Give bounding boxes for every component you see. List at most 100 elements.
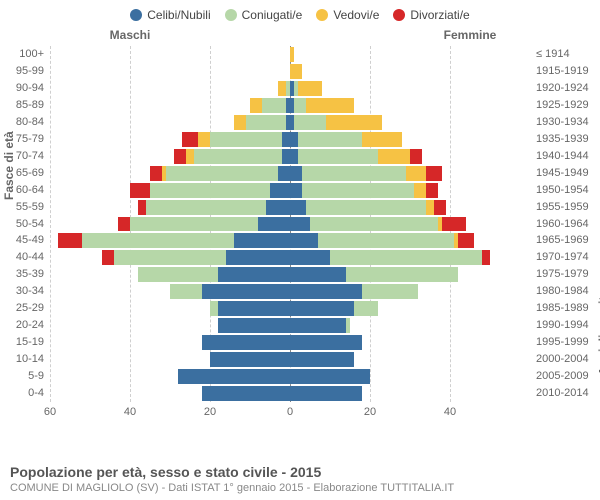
age-label: 45-49 <box>0 232 50 249</box>
bar-segment <box>198 132 210 147</box>
age-row: 15-191995-1999 <box>50 334 530 351</box>
bar-female <box>290 166 442 181</box>
chart-subtitle: COMUNE DI MAGLIOLO (SV) - Dati ISTAT 1° … <box>10 482 590 494</box>
age-row: 50-541960-1964 <box>50 216 530 233</box>
age-row: 60-641950-1954 <box>50 182 530 199</box>
bar-female <box>290 115 382 130</box>
bar-segment <box>290 149 298 164</box>
bar-female <box>290 217 466 232</box>
birth-year-label: 1925-1929 <box>530 97 600 114</box>
age-row: 65-691945-1949 <box>50 165 530 182</box>
legend-item: Coniugati/e <box>225 8 303 22</box>
age-row: 30-341980-1984 <box>50 283 530 300</box>
bar-segment <box>130 217 258 232</box>
bar-segment <box>138 267 218 282</box>
bar-segment <box>378 149 410 164</box>
legend: Celibi/NubiliConiugati/eVedovi/eDivorzia… <box>0 8 600 22</box>
bar-male <box>234 115 290 130</box>
age-label: 5-9 <box>0 368 50 385</box>
bar-segment <box>294 115 326 130</box>
bar-segment <box>186 149 194 164</box>
age-label: 20-24 <box>0 317 50 334</box>
bar-male <box>202 386 290 401</box>
legend-item: Celibi/Nubili <box>130 8 210 22</box>
bar-male <box>118 217 290 232</box>
bar-segment <box>414 183 426 198</box>
bar-female <box>290 352 354 367</box>
bar-segment <box>410 149 422 164</box>
header-female: Femmine <box>300 28 600 42</box>
bar-male <box>174 149 290 164</box>
bar-segment <box>298 81 322 96</box>
legend-swatch <box>225 9 237 21</box>
bar-male <box>58 233 290 248</box>
bar-segment <box>326 115 382 130</box>
age-row: 20-241990-1994 <box>50 317 530 334</box>
bar-female <box>290 233 474 248</box>
age-label: 25-29 <box>0 300 50 317</box>
age-row: 40-441970-1974 <box>50 249 530 266</box>
age-label: 15-19 <box>0 334 50 351</box>
birth-year-label: 1955-1959 <box>530 199 600 216</box>
bar-segment <box>482 250 490 265</box>
bar-female <box>290 250 490 265</box>
age-label: 65-69 <box>0 165 50 182</box>
bar-segment <box>442 217 466 232</box>
birth-year-label: 1915-1919 <box>530 63 600 80</box>
bar-segment <box>290 132 298 147</box>
legend-swatch <box>393 9 405 21</box>
bar-segment <box>290 183 302 198</box>
legend-item: Vedovi/e <box>316 8 379 22</box>
bar-segment <box>266 200 290 215</box>
bar-female <box>290 183 438 198</box>
bar-male <box>210 301 290 316</box>
birth-year-label: 1960-1964 <box>530 216 600 233</box>
bar-segment <box>246 115 286 130</box>
population-pyramid-chart: Celibi/NubiliConiugati/eVedovi/eDivorzia… <box>0 0 600 500</box>
bar-segment <box>218 267 290 282</box>
bar-segment <box>310 217 438 232</box>
bar-female <box>290 267 458 282</box>
bar-male <box>278 81 290 96</box>
bar-segment <box>458 233 474 248</box>
legend-swatch <box>130 9 142 21</box>
bar-segment <box>290 284 362 299</box>
x-tick-label: 40 <box>124 406 136 418</box>
bar-female <box>290 386 362 401</box>
age-label: 40-44 <box>0 249 50 266</box>
age-row: 35-391975-1979 <box>50 266 530 283</box>
birth-year-label: 1980-1984 <box>530 283 600 300</box>
bar-male <box>130 183 290 198</box>
bar-female <box>290 284 418 299</box>
bar-segment <box>298 149 378 164</box>
age-label: 75-79 <box>0 131 50 148</box>
bar-segment <box>270 183 290 198</box>
bar-segment <box>354 301 378 316</box>
bar-segment <box>234 115 246 130</box>
bar-segment <box>298 132 362 147</box>
age-row: 10-142000-2004 <box>50 351 530 368</box>
bar-male <box>202 335 290 350</box>
rows: 100+≤ 191495-991915-191990-941920-192485… <box>50 46 530 402</box>
chart-footer: Popolazione per età, sesso e stato civil… <box>10 464 590 494</box>
bar-segment <box>114 250 226 265</box>
bar-segment <box>218 301 290 316</box>
birth-year-label: 1940-1944 <box>530 148 600 165</box>
bar-segment <box>150 183 270 198</box>
age-label: 95-99 <box>0 63 50 80</box>
bar-male <box>138 200 290 215</box>
x-axis: 60402002040 <box>50 404 530 424</box>
bar-male <box>102 250 290 265</box>
bar-segment <box>166 166 278 181</box>
birth-year-label: 1950-1954 <box>530 182 600 199</box>
bar-male <box>150 166 290 181</box>
bar-female <box>290 149 422 164</box>
x-tick-label: 20 <box>204 406 216 418</box>
bar-segment <box>346 267 458 282</box>
birth-year-label: 1990-1994 <box>530 317 600 334</box>
bar-segment <box>178 369 290 384</box>
bar-segment <box>210 301 218 316</box>
bar-female <box>290 64 302 79</box>
bar-segment <box>290 369 370 384</box>
birth-year-label: 1965-1969 <box>530 232 600 249</box>
